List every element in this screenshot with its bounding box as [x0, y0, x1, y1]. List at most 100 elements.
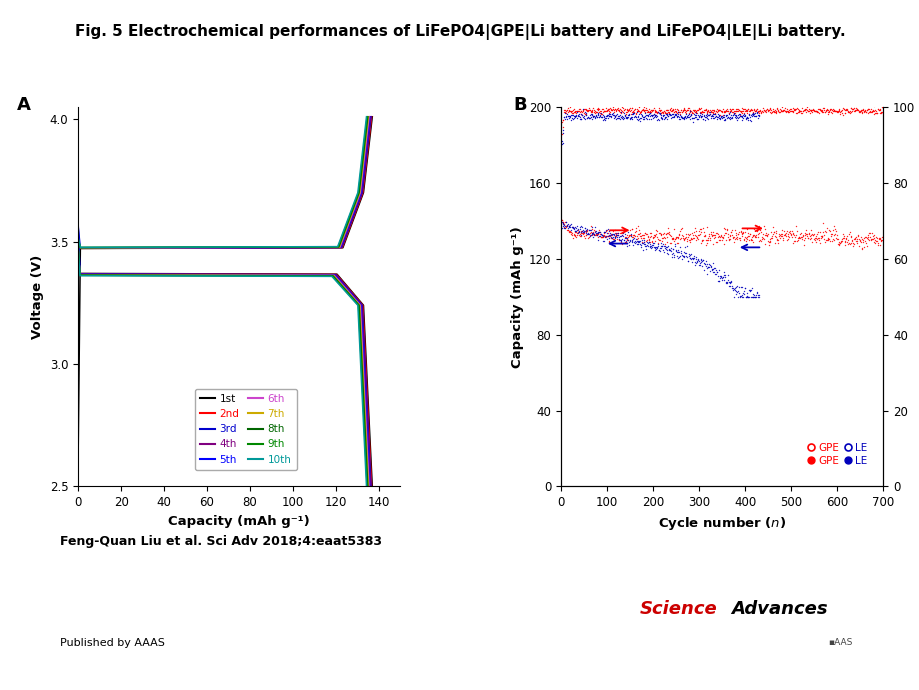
Point: [726, 107, 741, 118]
Point: [557, 222, 572, 233]
Point: [760, 235, 775, 246]
Point: [734, 103, 749, 114]
Point: [726, 285, 741, 296]
Point: [559, 104, 573, 115]
Point: [772, 107, 787, 118]
Point: [577, 223, 592, 234]
Text: A: A: [17, 96, 31, 114]
Point: [857, 235, 871, 246]
Point: [737, 291, 752, 302]
Point: [560, 111, 574, 122]
Point: [657, 107, 672, 118]
Point: [572, 111, 586, 122]
Point: [737, 112, 752, 124]
Point: [571, 104, 585, 115]
Point: [691, 110, 706, 121]
Point: [735, 110, 750, 121]
Point: [644, 237, 659, 248]
Point: [606, 238, 620, 249]
Point: [813, 230, 828, 241]
Point: [655, 232, 670, 243]
Point: [723, 109, 738, 120]
Point: [820, 107, 834, 118]
Point: [832, 108, 846, 119]
Point: [710, 231, 725, 242]
Point: [815, 227, 830, 238]
Point: [845, 233, 860, 244]
Point: [769, 237, 784, 248]
Point: [733, 115, 748, 126]
Point: [656, 112, 671, 124]
Point: [638, 244, 652, 255]
Point: [693, 238, 708, 249]
Point: [622, 230, 637, 241]
Point: [616, 104, 630, 115]
Point: [596, 110, 611, 121]
Point: [631, 108, 646, 119]
Point: [585, 103, 600, 114]
Point: [738, 223, 753, 234]
Point: [634, 104, 649, 115]
Point: [838, 231, 853, 242]
Point: [729, 280, 743, 291]
Point: [664, 247, 679, 258]
Point: [718, 277, 732, 288]
Point: [630, 104, 645, 115]
Point: [570, 110, 584, 121]
Point: [584, 228, 599, 239]
Point: [724, 112, 739, 123]
Point: [611, 228, 626, 239]
Point: [626, 111, 641, 122]
Point: [565, 221, 580, 233]
Point: [734, 104, 749, 115]
Point: [560, 222, 574, 233]
Point: [606, 106, 620, 117]
Point: [601, 110, 616, 121]
Point: [817, 226, 832, 237]
Point: [611, 230, 626, 241]
Point: [560, 106, 575, 117]
Point: [555, 216, 570, 227]
Point: [597, 115, 612, 126]
Point: [591, 230, 606, 241]
Point: [857, 106, 871, 117]
Point: [557, 104, 572, 115]
Point: [631, 227, 646, 238]
Point: [566, 228, 581, 239]
Point: [742, 114, 756, 125]
Point: [807, 105, 822, 116]
Point: [560, 110, 575, 121]
Point: [586, 112, 601, 124]
Point: [597, 227, 612, 238]
Point: [558, 111, 573, 122]
Point: [649, 111, 664, 122]
Point: [684, 257, 698, 268]
Point: [653, 241, 668, 252]
Point: [709, 109, 724, 120]
Text: Published by AAAS: Published by AAAS: [60, 638, 165, 648]
Point: [636, 236, 651, 247]
Point: [669, 108, 684, 119]
Point: [811, 233, 825, 244]
Point: [698, 239, 712, 250]
Point: [692, 257, 707, 268]
Point: [698, 268, 713, 279]
Point: [749, 224, 764, 235]
Point: [801, 108, 816, 119]
Point: [668, 233, 683, 244]
Point: [570, 106, 584, 117]
Point: [717, 272, 732, 283]
Point: [569, 107, 584, 118]
Point: [613, 237, 628, 248]
Point: [751, 290, 766, 301]
Point: [585, 231, 600, 242]
Point: [834, 233, 849, 244]
Point: [707, 109, 721, 120]
Point: [668, 237, 683, 248]
Point: [721, 112, 736, 123]
Point: [863, 107, 878, 118]
Point: [675, 112, 689, 124]
Point: [572, 104, 586, 115]
Point: [561, 227, 575, 238]
Point: [787, 104, 801, 115]
